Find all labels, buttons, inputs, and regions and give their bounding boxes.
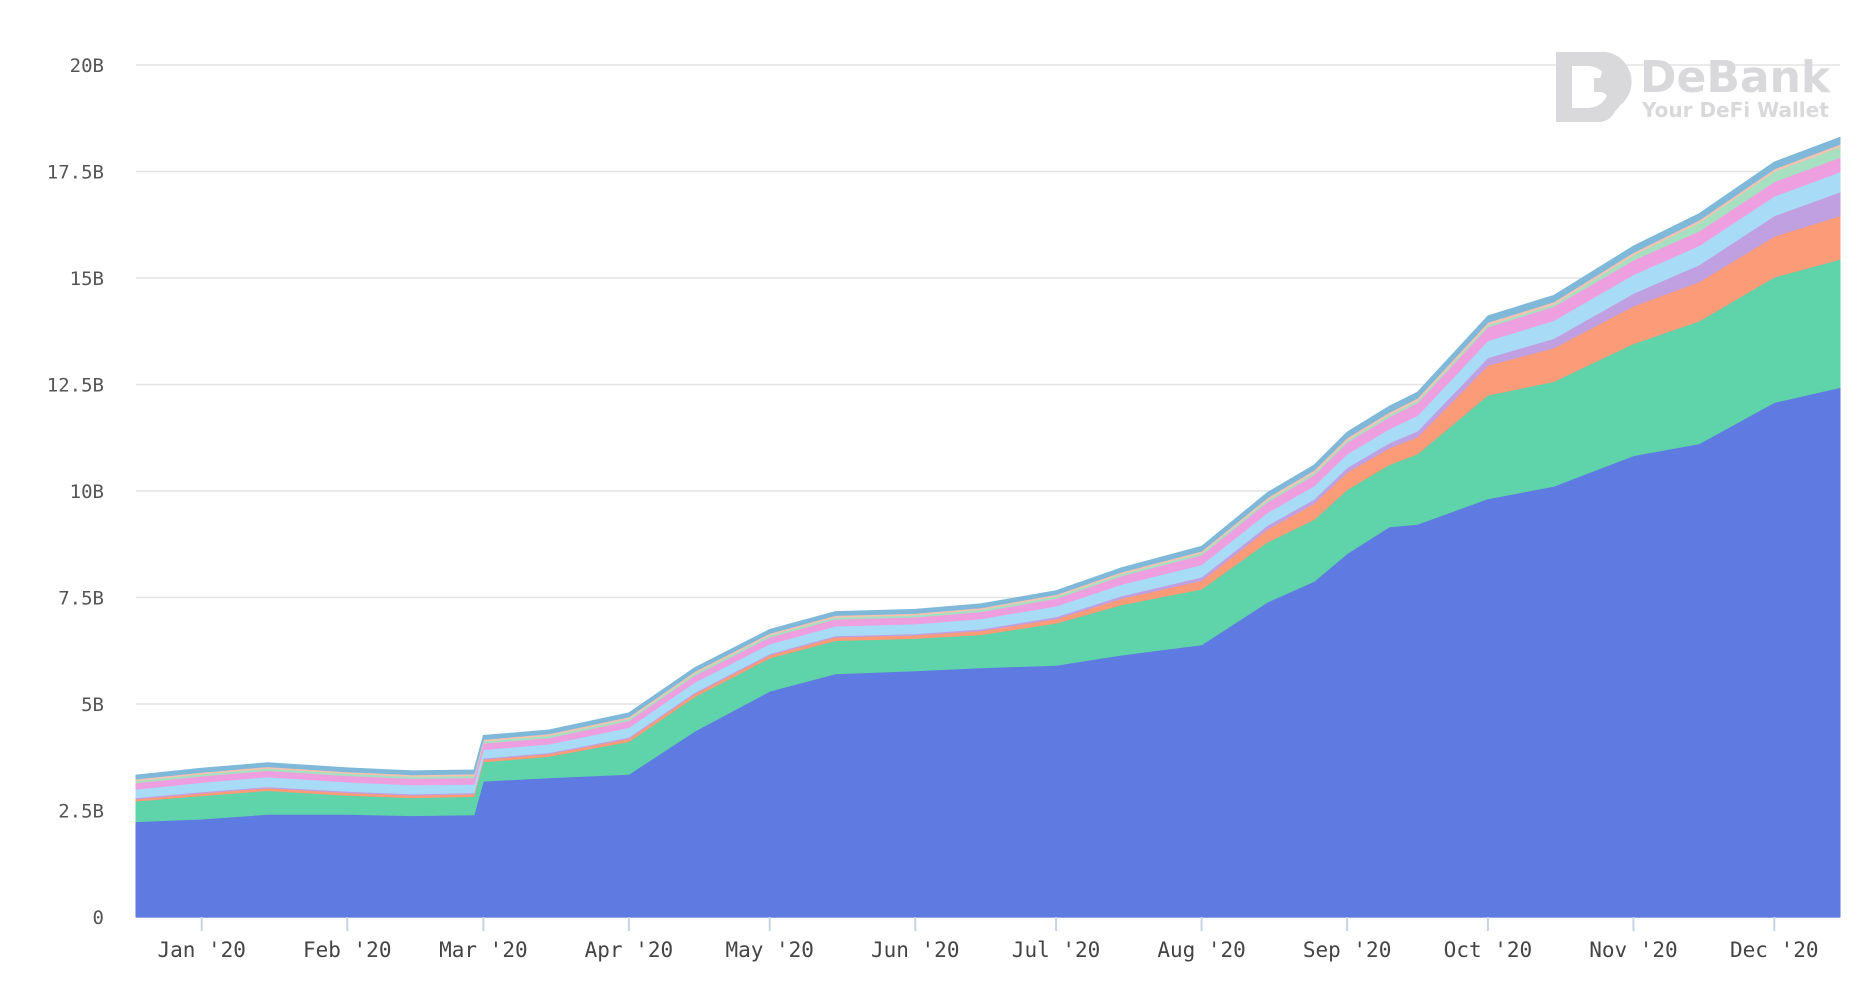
- y-tick-label: 17.5B: [47, 162, 104, 184]
- x-tick-label: Feb '20: [303, 938, 392, 962]
- x-tick-label: Aug '20: [1157, 938, 1246, 962]
- debank-logo-icon: [1556, 52, 1632, 122]
- y-axis: 0 2.5B 5B 7.5B 10B 12.5B 15B 17.5B 20B: [47, 55, 104, 929]
- debank-watermark: DeBank Your DeFi Wallet: [1556, 52, 1832, 122]
- x-tick-label: Mar '20: [439, 938, 528, 962]
- x-tick-label: Jul '20: [1012, 938, 1101, 962]
- x-axis: Jan '20 Feb '20 Mar '20 Apr '20 May '20 Jun '…: [157, 917, 1819, 962]
- y-tick-label: 2.5B: [58, 801, 104, 823]
- x-tick-label: Jun '20: [871, 938, 960, 962]
- x-tick-label: Jan '20: [157, 938, 246, 962]
- x-tick-label: Dec '20: [1730, 938, 1819, 962]
- brand-name: DeBank: [1640, 52, 1832, 103]
- x-tick-label: Apr '20: [585, 938, 674, 962]
- x-tick-label: Sep '20: [1303, 938, 1392, 962]
- area-series-group: [135, 136, 1841, 918]
- y-tick-label: 15B: [70, 268, 104, 290]
- x-tick-label: Oct '20: [1444, 938, 1533, 962]
- y-tick-label: 7.5B: [58, 588, 104, 610]
- y-tick-label: 5B: [81, 694, 104, 716]
- y-tick-label: 0: [93, 907, 104, 929]
- brand-tagline: Your DeFi Wallet: [1641, 98, 1829, 122]
- x-tick-label: Nov '20: [1589, 938, 1678, 962]
- y-tick-label: 10B: [70, 481, 104, 503]
- y-tick-label: 12.5B: [47, 375, 104, 397]
- y-tick-label: 20B: [70, 55, 104, 77]
- area-series-9: [135, 136, 1841, 780]
- x-tick-label: May '20: [725, 938, 814, 962]
